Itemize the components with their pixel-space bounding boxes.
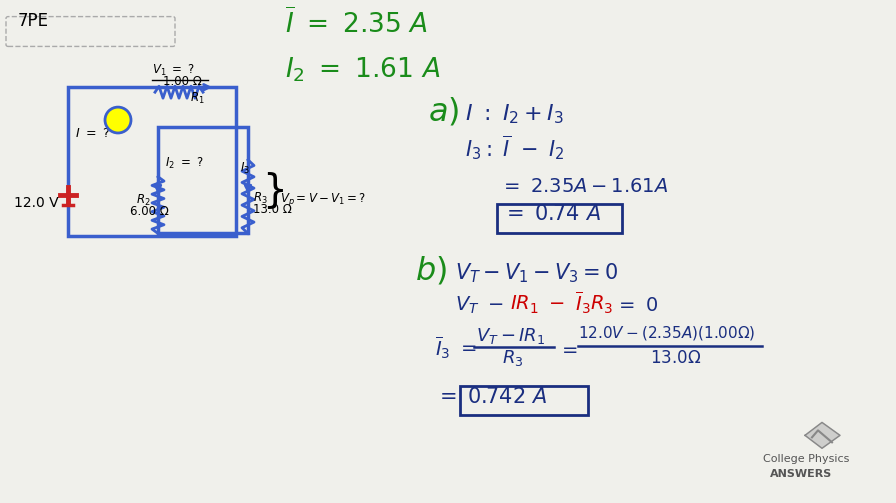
Text: 13.0 Ω: 13.0 Ω [253,203,292,216]
Text: $I\ :\ I_2 + I_3$: $I\ :\ I_2 + I_3$ [465,102,564,126]
Circle shape [105,107,131,133]
Text: $=$: $=$ [558,340,578,358]
Polygon shape [805,423,840,448]
Text: $12.0V - (2.35A)(1.00\Omega)$: $12.0V - (2.35A)(1.00\Omega)$ [578,324,755,343]
Text: $a)$: $a)$ [428,95,460,127]
Text: $V_1\ =\ ?$: $V_1\ =\ ?$ [152,63,195,78]
Text: $b)$: $b)$ [415,254,447,286]
Text: $I_3:\ \overline{I}\ -\ I_2$: $I_3:\ \overline{I}\ -\ I_2$ [465,134,564,162]
Text: $=\ 0$: $=\ 0$ [615,297,659,315]
Text: 12.0 V: 12.0 V [14,196,58,210]
Bar [158,127,248,233]
Text: $\overline{I}\ =\ 2.35\ A$: $\overline{I}\ =\ 2.35\ A$ [285,7,427,38]
FancyBboxPatch shape [6,17,175,46]
Text: 1.00 Ω: 1.00 Ω [163,75,202,88]
Text: $=\ 0.742\ A$: $=\ 0.742\ A$ [435,386,547,406]
Text: $I_2\ =\ ?$: $I_2\ =\ ?$ [165,156,203,171]
Text: $R_1$: $R_1$ [190,91,204,106]
Bar [68,87,236,236]
Text: $V_T - V_1 - V_3 = 0$: $V_T - V_1 - V_3 = 0$ [455,261,618,285]
Text: $=\ 2.35A - 1.61A$: $=\ 2.35A - 1.61A$ [500,178,668,196]
Text: $R_3$: $R_3$ [253,191,268,206]
Text: 7PE: 7PE [18,12,49,30]
Bar [497,204,622,233]
Text: $R_3$: $R_3$ [502,348,523,368]
Text: $13.0\Omega$: $13.0\Omega$ [650,350,702,367]
Bar [460,386,588,415]
Text: 6.00 Ω: 6.00 Ω [130,205,168,217]
Text: $=\ 0.74\ A$: $=\ 0.74\ A$ [502,204,601,223]
Text: $R_2$: $R_2$ [136,193,151,208]
Text: $IR_1\ -\ \overline{I}_3 R_3$: $IR_1\ -\ \overline{I}_3 R_3$ [510,290,614,316]
Text: $I_2\ =\ 1.61\ A$: $I_2\ =\ 1.61\ A$ [285,55,440,84]
Text: $\}$: $\}$ [262,170,284,211]
Text: $V_p = V - V_1 = ?$: $V_p = V - V_1 = ?$ [280,191,366,208]
Text: $I_3$: $I_3$ [240,161,250,176]
Text: ANSWERS: ANSWERS [770,469,832,479]
Text: $I\ =\ ?$: $I\ =\ ?$ [75,127,110,140]
Text: $\overline{I}_3\ =$: $\overline{I}_3\ =$ [435,335,477,361]
Text: $V_T\ -\ $: $V_T\ -\ $ [455,295,504,316]
Text: $V_T - IR_1$: $V_T - IR_1$ [476,326,546,346]
Text: College Physics: College Physics [763,454,849,464]
